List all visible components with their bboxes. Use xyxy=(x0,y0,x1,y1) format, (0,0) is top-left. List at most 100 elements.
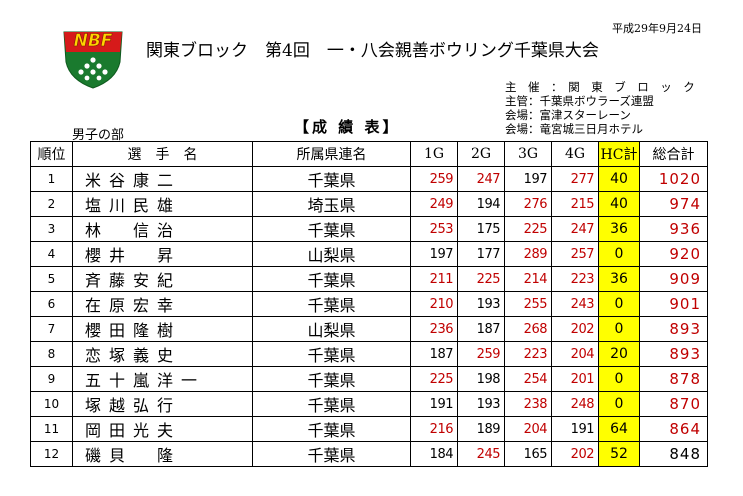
game-2-score-cell: 193 xyxy=(457,391,505,417)
results-table: 順位 選 手 名 所属県連名 1G 2G 3G 4G HC計 総合計 1 米谷康二… xyxy=(30,141,708,467)
game-1-score-cell: 191 xyxy=(410,391,458,417)
game-3-score-cell: 268 xyxy=(504,316,552,342)
game-2-score-cell: 175 xyxy=(457,216,505,242)
game-4-score-cell: 191 xyxy=(551,416,599,442)
game-2-score-cell: 225 xyxy=(457,266,505,292)
table-row: 4 櫻井 昇山梨県 197 177 289 257 0 920 xyxy=(30,241,708,267)
game-3-score-cell: 204 xyxy=(504,416,552,442)
handicap-cell: 0 xyxy=(598,391,640,417)
handicap-cell: 36 xyxy=(598,216,640,242)
logo-red-band xyxy=(64,32,122,52)
game-4-score-cell: 247 xyxy=(551,216,599,242)
player-name-cell: 五十嵐洋一 xyxy=(72,366,253,392)
game-4-score-cell: 257 xyxy=(551,241,599,267)
player-name-cell: 岡田光夫 xyxy=(72,416,253,442)
table-row: 12 磯貝 隆千葉県 184 245 165 202 52 848 xyxy=(30,441,708,467)
game-1-score-cell: 236 xyxy=(410,316,458,342)
player-name-cell: 櫻井 昇 xyxy=(72,241,253,267)
logo-pins xyxy=(78,57,108,81)
rank-cell: 9 xyxy=(30,366,73,392)
player-name-cell: 斉藤安紀 xyxy=(72,266,253,292)
game-2-score-cell: 187 xyxy=(457,316,505,342)
player-name-cell: 塩川民雄 xyxy=(72,191,253,217)
handicap-cell: 36 xyxy=(598,266,640,292)
game-2-score-cell: 198 xyxy=(457,366,505,392)
game-1-score-cell: 187 xyxy=(410,341,458,367)
prefecture-cell: 千葉県 xyxy=(252,216,411,242)
nbf-logo: NBF xyxy=(63,31,123,89)
organizer-line: 主管：千葉県ボウラーズ連盟 xyxy=(505,94,654,108)
prefecture-cell: 千葉県 xyxy=(252,441,411,467)
table-row: 11 岡田光夫 千葉県 216 189 204 191 64 864 xyxy=(30,416,708,442)
table-row: 8 恋塚義史 千葉県 187 259 223 204 20 893 xyxy=(30,341,708,367)
player-name-cell: 林 信治 xyxy=(72,216,253,242)
rank-cell: 4 xyxy=(30,241,73,267)
prefecture-cell: 千葉県 xyxy=(252,291,411,317)
total-score-cell: 848 xyxy=(639,441,708,467)
game-3-score-cell: 238 xyxy=(504,391,552,417)
handicap-cell: 40 xyxy=(598,166,640,192)
rank-cell: 8 xyxy=(30,341,73,367)
rank-cell: 2 xyxy=(30,191,73,217)
handicap-cell: 0 xyxy=(598,366,640,392)
prefecture-cell: 千葉県 xyxy=(252,391,411,417)
total-score-cell: 1020 xyxy=(639,166,708,192)
prefecture-cell: 千葉県 xyxy=(252,416,411,442)
organizer-line: 会場：竜宮城三日月ホテル xyxy=(505,122,643,136)
total-score-cell: 936 xyxy=(639,216,708,242)
header-g4: 4G xyxy=(551,141,599,167)
game-1-score-cell: 249 xyxy=(410,191,458,217)
table-header-row: 順位 選 手 名 所属県連名 1G 2G 3G 4G HC計 総合計 xyxy=(30,141,708,167)
prefecture-cell: 千葉県 xyxy=(252,266,411,292)
game-2-score-cell: 194 xyxy=(457,191,505,217)
prefecture-cell: 千葉県 xyxy=(252,366,411,392)
table-row: 1 米谷康二 千葉県 259 247 197 277 40 1020 xyxy=(30,166,708,192)
rank-cell: 11 xyxy=(30,416,73,442)
page-title: 関東ブロック 第4回 一・八会親善ボウリング千葉県大会 xyxy=(146,41,599,61)
table-row: 9 五十嵐洋一 千葉県 225 198 254 201 0 878 xyxy=(30,366,708,392)
game-3-score-cell: 197 xyxy=(504,166,552,192)
handicap-cell: 0 xyxy=(598,291,640,317)
player-name-cell: 在原宏幸 xyxy=(72,291,253,317)
header-total: 総合計 xyxy=(639,141,708,167)
organizer-block: 主 催 ： 関 東 ブ ロ ッ ク 主管：千葉県ボウラーズ連盟 会場：富津スター… xyxy=(505,80,695,136)
handicap-cell: 52 xyxy=(598,441,640,467)
logo-text: NBF xyxy=(74,31,113,51)
game-4-score-cell: 248 xyxy=(551,391,599,417)
total-score-cell: 974 xyxy=(639,191,708,217)
game-3-score-cell: 254 xyxy=(504,366,552,392)
game-3-score-cell: 214 xyxy=(504,266,552,292)
game-4-score-cell: 204 xyxy=(551,341,599,367)
player-name-cell: 米谷康二 xyxy=(72,166,253,192)
total-score-cell: 901 xyxy=(639,291,708,317)
game-3-score-cell: 223 xyxy=(504,341,552,367)
handicap-cell: 40 xyxy=(598,191,640,217)
handicap-cell: 0 xyxy=(598,316,640,342)
game-3-score-cell: 289 xyxy=(504,241,552,267)
rank-cell: 1 xyxy=(30,166,73,192)
header-g1: 1G xyxy=(410,141,458,167)
rank-cell: 3 xyxy=(30,216,73,242)
rank-cell: 5 xyxy=(30,266,73,292)
game-2-score-cell: 193 xyxy=(457,291,505,317)
game-4-score-cell: 243 xyxy=(551,291,599,317)
game-2-score-cell: 247 xyxy=(457,166,505,192)
table-row: 6 在原宏幸 千葉県 210 193 255 243 0 901 xyxy=(30,291,708,317)
game-4-score-cell: 277 xyxy=(551,166,599,192)
prefecture-cell: 埼玉県 xyxy=(252,191,411,217)
header-g2: 2G xyxy=(457,141,505,167)
game-1-score-cell: 184 xyxy=(410,441,458,467)
prefecture-cell: 山梨県 xyxy=(252,241,411,267)
game-4-score-cell: 223 xyxy=(551,266,599,292)
prefecture-cell: 千葉県 xyxy=(252,166,411,192)
header-g3: 3G xyxy=(504,141,552,167)
header-rank: 順位 xyxy=(30,141,73,167)
division-label: 男子の部 xyxy=(72,128,125,143)
game-1-score-cell: 197 xyxy=(410,241,458,267)
handicap-cell: 0 xyxy=(598,241,640,267)
total-score-cell: 893 xyxy=(639,341,708,367)
game-4-score-cell: 215 xyxy=(551,191,599,217)
results-subtitle: 【成 績 表】 xyxy=(294,118,401,136)
organizer-line: 会場：富津スターレーン xyxy=(505,108,631,122)
total-score-cell: 920 xyxy=(639,241,708,267)
